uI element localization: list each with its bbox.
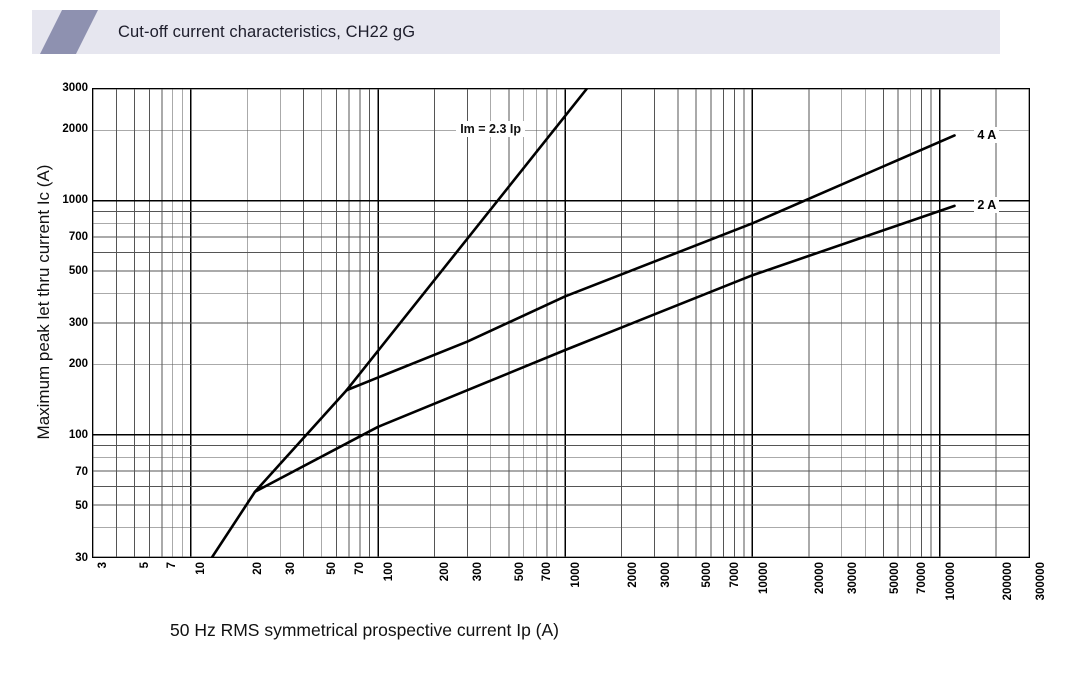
y-tick-label: 700 [68, 230, 88, 243]
series-label-2a: 2 A [974, 197, 1000, 214]
y-tick-label: 50 [75, 499, 88, 512]
chart-plot-area: Im = 2.3 Ip 4 A 2 A [92, 88, 1030, 558]
x-tick-label: 20 [251, 562, 264, 575]
x-tick-label: 10000 [757, 562, 770, 594]
y-tick-label: 70 [75, 465, 88, 478]
x-tick-label: 5000 [701, 562, 714, 588]
y-tick-label: 30 [75, 552, 88, 564]
x-tick-label: 300000 [1035, 562, 1047, 601]
x-tick-label: 200 [439, 562, 452, 582]
y-tick-label: 100 [68, 429, 88, 442]
y-axis-tick-labels: 30 50 70 100 200 300 500 700 1000 2000 3000 [26, 82, 88, 564]
x-tick-label: 1000 [570, 562, 583, 588]
x-tick-label: 20000 [814, 562, 827, 594]
x-tick-label: 5 [138, 562, 151, 569]
x-tick-label: 3000 [659, 562, 672, 588]
x-tick-label: 2000 [626, 562, 639, 588]
x-tick-label: 30000 [847, 562, 860, 594]
x-tick-label: 7000 [728, 562, 741, 588]
x-tick-label: 100000 [945, 562, 958, 601]
x-tick-label: 50 [326, 562, 339, 575]
y-tick-label: 1000 [62, 194, 88, 207]
page-title: Cut-off current characteristics, CH22 gG [118, 23, 416, 41]
x-tick-label: 500 [513, 562, 526, 582]
x-tick-label: 200000 [1001, 562, 1014, 601]
x-tick-label: 70000 [916, 562, 929, 594]
x-tick-label: 70 [353, 562, 366, 575]
y-tick-label: 3000 [62, 82, 88, 94]
y-tick-label: 300 [68, 317, 88, 329]
x-axis-tick-labels: 3 5 7 10 20 30 50 70 100 200 300 500 700 1000 2000 3000… [92, 562, 1047, 622]
x-tick-label: 30 [284, 562, 297, 575]
chart-curves [210, 89, 956, 557]
x-tick-label: 300 [472, 562, 485, 582]
x-tick-label: 10 [195, 562, 208, 575]
annotation-im-formula: Im = 2.3 Ip [456, 121, 525, 138]
x-tick-label: 3 [97, 562, 109, 569]
x-tick-label: 700 [541, 562, 554, 582]
header-band [32, 10, 1000, 54]
y-tick-label: 500 [68, 264, 88, 277]
x-axis-title: 50 Hz RMS symmetrical prospective curren… [170, 620, 559, 640]
x-tick-label: 100 [382, 562, 395, 582]
y-tick-label: 2000 [62, 123, 88, 136]
series-label-4a: 4 A [974, 126, 1000, 143]
x-tick-label: 50000 [889, 562, 902, 594]
chart-gridlines [93, 89, 1029, 557]
x-tick-label: 7 [166, 562, 179, 569]
y-tick-label: 200 [68, 358, 88, 371]
